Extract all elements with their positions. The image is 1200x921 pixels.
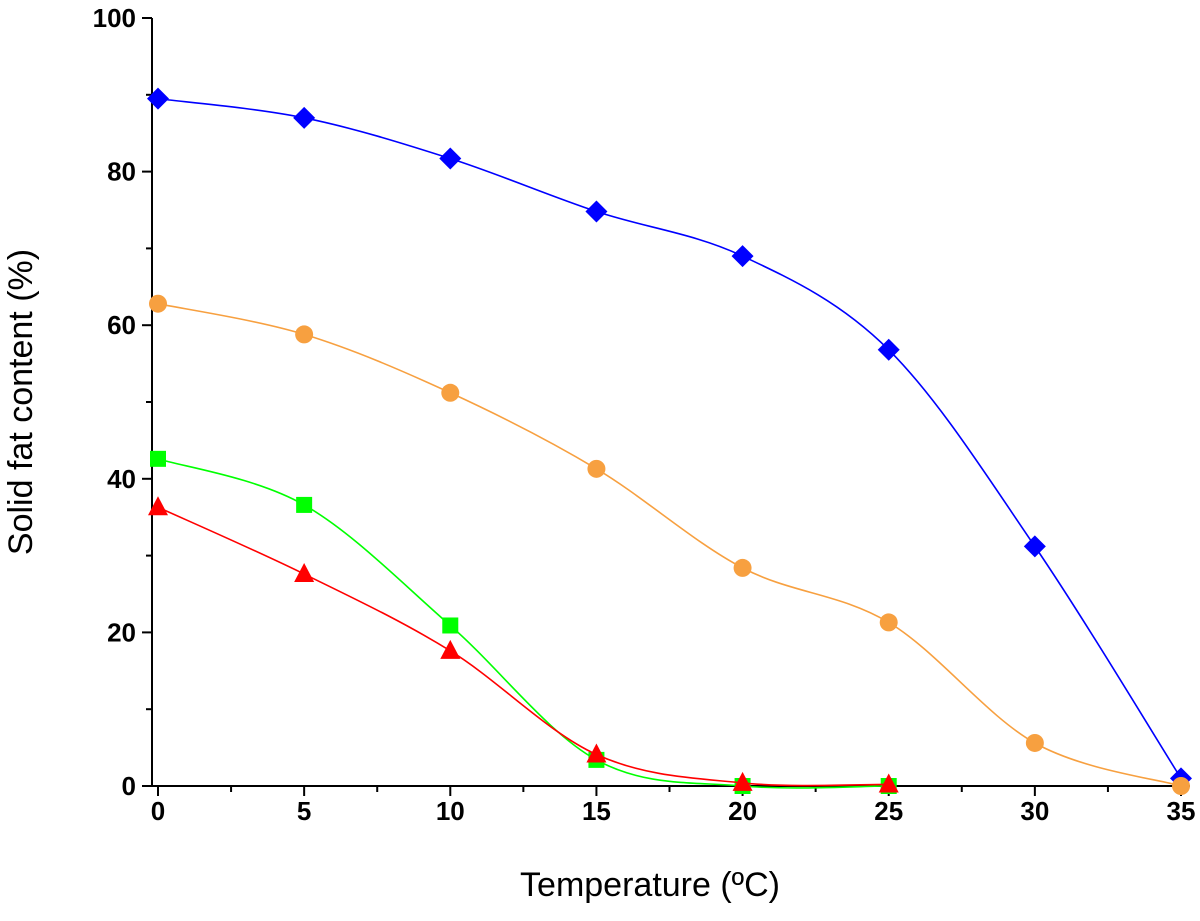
- data-point-circle: [441, 383, 460, 402]
- series-line: [157, 302, 1182, 787]
- data-point-circle: [1172, 777, 1190, 795]
- data-point-diamond: [877, 338, 900, 361]
- data-point-diamond: [731, 245, 754, 268]
- x-tick-label: 15: [582, 796, 611, 826]
- y-axis-title: Solid fat content (%): [2, 249, 40, 555]
- data-point-circle: [1025, 733, 1044, 752]
- series-diamond: [147, 87, 1192, 790]
- series-line: [157, 506, 889, 787]
- x-tick-label: 5: [297, 796, 311, 826]
- data-point-diamond: [439, 147, 462, 170]
- data-point-triangle: [586, 743, 607, 763]
- axes: [151, 18, 1190, 787]
- series-square: [150, 450, 897, 794]
- y-tick-label: 100: [93, 3, 136, 33]
- data-point-circle: [295, 325, 314, 344]
- y-tick-label: 0: [122, 771, 136, 801]
- data-point-circle: [879, 613, 898, 632]
- data-point-triangle: [732, 771, 753, 791]
- data-point-diamond: [293, 106, 316, 129]
- data-point-triangle: [148, 496, 168, 516]
- series-line: [157, 458, 889, 789]
- data-point-diamond: [1023, 535, 1046, 558]
- x-tick-label: 25: [874, 796, 903, 826]
- data-point-diamond: [585, 200, 608, 223]
- data-point-square: [442, 617, 459, 634]
- x-tick-label: 35: [1167, 796, 1196, 826]
- ticks: 0 5 10 15 20 25 30 35 0 20 40 60 80 100: [93, 3, 1196, 826]
- x-axis-title: Temperature (ºC): [520, 866, 780, 904]
- data-point-triangle: [440, 639, 461, 659]
- data-point-square: [296, 496, 313, 513]
- series-triangle: [148, 496, 899, 793]
- data-point-diamond: [147, 87, 169, 110]
- x-tick-label: 20: [728, 796, 757, 826]
- data-point-square: [150, 450, 166, 467]
- x-tick-label: 0: [151, 796, 165, 826]
- series-layer: [147, 87, 1192, 795]
- data-point-triangle: [878, 773, 899, 793]
- data-point-circle: [587, 459, 606, 478]
- y-tick-label: 60: [107, 310, 136, 340]
- data-point-triangle: [294, 563, 315, 583]
- y-tick-label: 20: [107, 617, 136, 647]
- data-point-circle: [733, 558, 752, 577]
- y-tick-label: 40: [107, 464, 136, 494]
- data-point-circle: [149, 294, 167, 313]
- series-circle: [149, 294, 1190, 795]
- series-line: [157, 97, 1182, 779]
- x-tick-label: 30: [1020, 796, 1049, 826]
- x-tick-label: 10: [436, 796, 465, 826]
- y-tick-label: 80: [107, 157, 136, 187]
